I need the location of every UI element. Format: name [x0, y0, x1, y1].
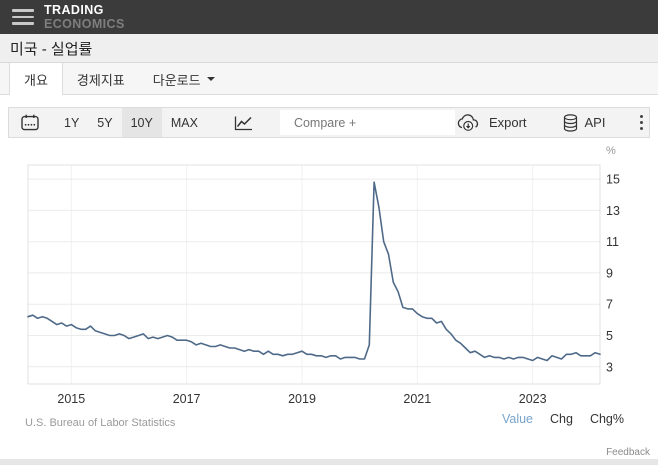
svg-text:2021: 2021	[403, 392, 431, 406]
api-button[interactable]: API	[563, 113, 606, 132]
svg-text:13: 13	[606, 204, 620, 218]
svg-text:15: 15	[606, 173, 620, 187]
svg-text:3: 3	[606, 360, 613, 374]
source-attribution: U.S. Bureau of Labor Statistics	[25, 417, 176, 429]
page-fold	[0, 459, 658, 465]
svg-text:11: 11	[606, 235, 619, 249]
database-icon	[563, 113, 578, 132]
brand-line1: TRADING	[44, 2, 104, 17]
range-1y-button[interactable]: 1Y	[55, 108, 88, 137]
svg-text:2015: 2015	[57, 392, 85, 406]
tab-download-label: 다운로드	[152, 72, 201, 88]
range-5y-button[interactable]: 5Y	[88, 108, 121, 137]
cloud-download-icon	[455, 113, 482, 132]
svg-text:%: %	[606, 145, 616, 157]
tab-strip: 개요 경제지표 다운로드	[0, 63, 658, 95]
tab-indicators-label: 경제지표	[76, 72, 125, 88]
calendar-icon[interactable]	[21, 114, 39, 131]
range-10y-label: 10Y	[130, 115, 153, 130]
svg-text:7: 7	[606, 298, 613, 312]
top-header: TRADING ECONOMICS	[0, 0, 658, 34]
tab-overview-label: 개요	[24, 72, 48, 88]
range-1y-label: 1Y	[64, 115, 80, 130]
title-bar: 미국 - 실업률	[0, 34, 658, 63]
kebab-menu-icon[interactable]	[637, 112, 646, 133]
chart-toolbar: 1Y 5Y 10Y MAX	[8, 107, 650, 138]
svg-text:9: 9	[606, 266, 613, 280]
page-title: 미국 - 실업률	[10, 40, 93, 58]
tab-overview[interactable]: 개요	[9, 63, 63, 95]
range-10y-button[interactable]: 10Y	[121, 108, 162, 137]
value-link[interactable]: Value	[501, 412, 534, 426]
export-button[interactable]: Export	[455, 113, 527, 132]
feedback-button[interactable]: Feedback	[606, 447, 650, 458]
unemployment-chart[interactable]: 3 5 7 9 11 13 15% 2015 2017 2019 2021 2023	[0, 140, 658, 412]
chg-link[interactable]: Chg	[550, 412, 573, 426]
range-max-label: MAX	[170, 115, 198, 130]
svg-text:2019: 2019	[288, 392, 316, 406]
menu-icon[interactable]	[12, 9, 34, 25]
compare-input[interactable]	[279, 110, 455, 135]
range-buttons: 1Y 5Y 10Y MAX	[55, 108, 207, 137]
api-label: API	[584, 115, 606, 130]
chevron-down-icon	[206, 77, 215, 81]
view-mode-links: Value Chg Chg%	[502, 412, 624, 426]
range-5y-label: 5Y	[97, 115, 113, 130]
export-label: Export	[488, 115, 527, 130]
tab-download[interactable]: 다운로드	[139, 63, 229, 95]
brand-line2: ECONOMICS	[44, 17, 125, 31]
range-max-button[interactable]: MAX	[162, 108, 207, 137]
svg-text:2017: 2017	[173, 392, 201, 406]
svg-text:2023: 2023	[519, 392, 547, 406]
chg-percent-link[interactable]: Chg%	[589, 412, 624, 426]
tab-indicators[interactable]: 경제지표	[63, 63, 139, 95]
svg-text:5: 5	[606, 329, 613, 343]
brand-logo[interactable]: TRADING ECONOMICS	[44, 2, 125, 31]
chart-type-icon[interactable]	[233, 114, 254, 132]
